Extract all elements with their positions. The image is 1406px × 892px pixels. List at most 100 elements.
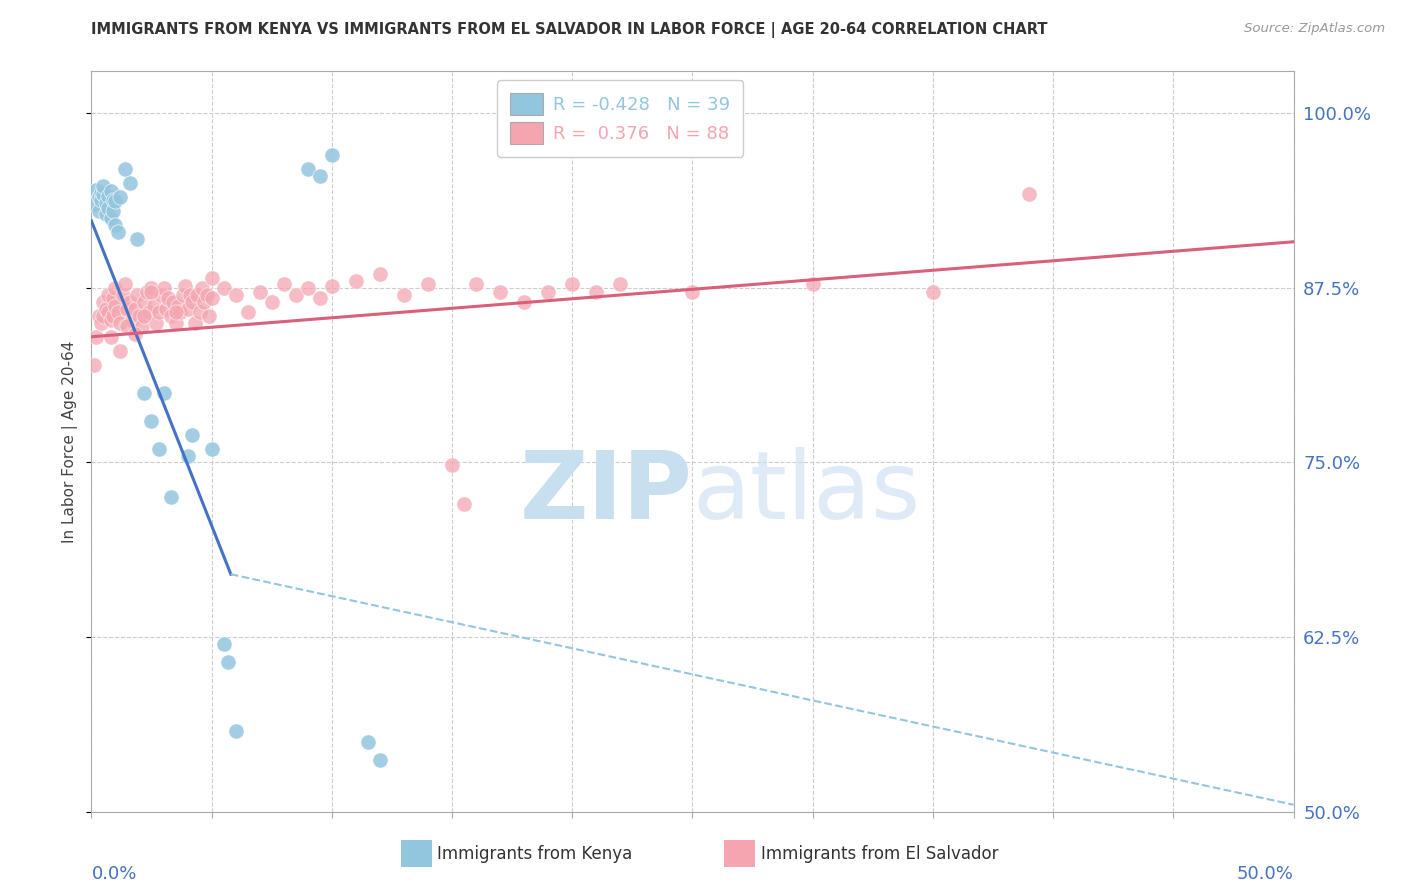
Point <box>148 442 170 456</box>
Text: Immigrants from El Salvador: Immigrants from El Salvador <box>761 845 998 863</box>
Point <box>104 218 127 232</box>
Point <box>117 301 139 316</box>
Point <box>357 735 380 749</box>
Point <box>124 301 146 316</box>
Point <box>609 277 631 291</box>
Point <box>681 285 703 299</box>
Text: 0.0%: 0.0% <box>91 865 136 883</box>
Point <box>152 281 174 295</box>
Point <box>148 304 170 318</box>
Point <box>93 309 115 323</box>
Point <box>125 288 148 302</box>
Point <box>111 288 134 302</box>
Point <box>93 187 115 202</box>
Text: IMMIGRANTS FROM KENYA VS IMMIGRANTS FROM EL SALVADOR IN LABOR FORCE | AGE 20-64 : IMMIGRANTS FROM KENYA VS IMMIGRANTS FROM… <box>91 22 1047 38</box>
Point <box>172 288 194 302</box>
Point <box>165 304 187 318</box>
Point <box>94 301 117 316</box>
Point <box>100 211 122 225</box>
Point <box>1018 187 1040 202</box>
Point <box>101 309 124 323</box>
Point <box>141 281 163 295</box>
Point <box>90 193 112 207</box>
Point <box>93 178 115 193</box>
Point <box>97 288 120 302</box>
Point <box>94 207 117 221</box>
Point <box>321 148 343 162</box>
Point <box>368 753 391 767</box>
Point <box>284 288 307 302</box>
Point <box>585 285 607 299</box>
Point <box>107 225 129 239</box>
Point <box>368 267 391 281</box>
Point <box>134 309 156 323</box>
Point <box>121 313 143 327</box>
Point <box>191 281 214 295</box>
Point <box>87 190 110 204</box>
Point <box>100 313 122 327</box>
Point <box>321 279 343 293</box>
Point <box>97 201 120 215</box>
Point <box>308 291 330 305</box>
Point <box>193 294 215 309</box>
Point <box>131 318 153 333</box>
Point <box>186 288 208 302</box>
Point <box>150 288 173 302</box>
Point <box>141 414 163 428</box>
Point <box>416 277 439 291</box>
Point <box>201 442 224 456</box>
Point <box>114 162 136 177</box>
Point <box>93 294 115 309</box>
Point <box>344 274 367 288</box>
Point <box>198 309 221 323</box>
Point <box>87 309 110 323</box>
Point <box>118 176 141 190</box>
Point <box>134 294 156 309</box>
Point <box>176 449 198 463</box>
Point <box>97 304 120 318</box>
Point <box>152 385 174 400</box>
Point <box>297 162 319 177</box>
Point <box>87 204 110 219</box>
Point <box>157 291 180 305</box>
Point <box>104 194 127 209</box>
Point <box>165 316 187 330</box>
Point <box>101 193 124 207</box>
Point <box>273 277 295 291</box>
Point <box>225 288 247 302</box>
Point <box>141 285 163 299</box>
Point <box>162 294 184 309</box>
Point <box>392 288 415 302</box>
Point <box>145 316 167 330</box>
Point <box>90 186 112 200</box>
Point <box>260 294 283 309</box>
Point <box>110 190 132 204</box>
Point <box>181 294 204 309</box>
Point <box>195 288 218 302</box>
Point <box>537 285 560 299</box>
Text: Immigrants from Kenya: Immigrants from Kenya <box>437 845 633 863</box>
Point <box>104 299 127 313</box>
Point <box>453 497 475 511</box>
Point <box>101 291 124 305</box>
Point <box>297 281 319 295</box>
Point <box>94 195 117 210</box>
Point <box>308 169 330 183</box>
Text: Source: ZipAtlas.com: Source: ZipAtlas.com <box>1244 22 1385 36</box>
Point <box>184 316 207 330</box>
Point <box>138 304 160 318</box>
Point <box>83 197 105 211</box>
Point <box>513 294 536 309</box>
Point <box>100 185 122 199</box>
Point <box>236 304 259 318</box>
Point <box>174 279 197 293</box>
Point <box>100 330 122 344</box>
Point <box>134 385 156 400</box>
Point <box>212 281 235 295</box>
Point <box>97 188 120 202</box>
Legend: R = -0.428   N = 39, R =  0.376   N = 88: R = -0.428 N = 39, R = 0.376 N = 88 <box>498 80 744 157</box>
Point <box>561 277 583 291</box>
Point <box>465 277 488 291</box>
Point <box>212 637 235 651</box>
Point <box>110 316 132 330</box>
